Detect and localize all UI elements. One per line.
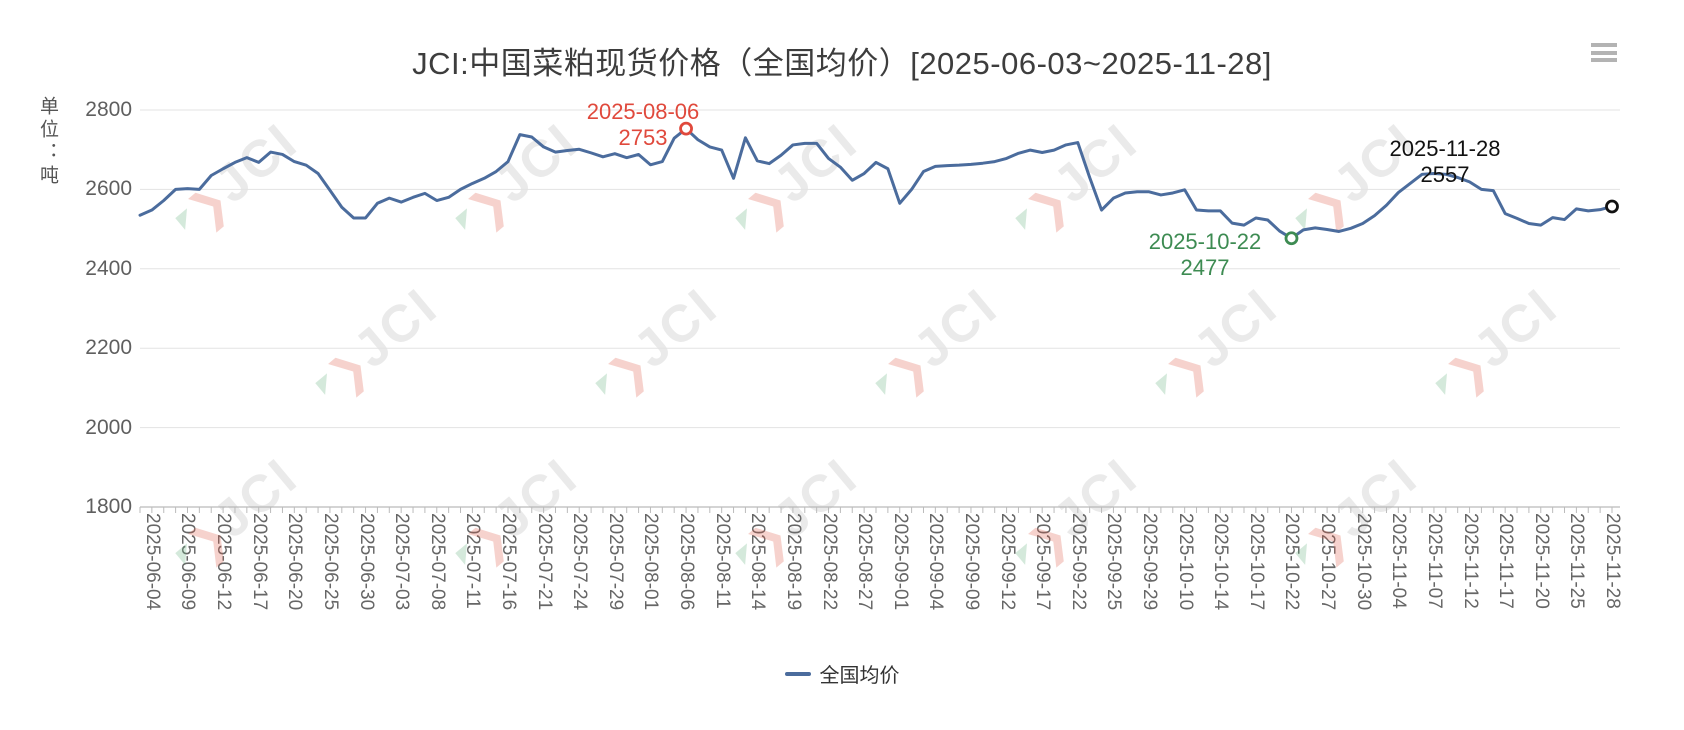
legend-item-national-average[interactable]: 全国均价 [784, 659, 900, 688]
hamburger-bar [1591, 50, 1617, 55]
max-point-value: 2753 [618, 125, 668, 150]
y-axis-tick-label: 2000 [85, 415, 132, 439]
max-point-marker[interactable] [679, 121, 693, 136]
y-axis-tick-label: 1800 [85, 495, 132, 518]
y-axis-unit-label: 单位：吨 [37, 96, 58, 188]
last-point-value: 2557 [1420, 162, 1470, 187]
y-axis-tick-label: 2400 [85, 256, 132, 280]
max-point-annotation: 2025-08-06 2753 [558, 99, 728, 151]
chart-title: JCI:中国菜粕现货价格（全国均价）[2025-06-03~2025-11-28… [412, 46, 1272, 81]
hamburger-bar [1591, 43, 1617, 47]
y-axis-tick-label: 2200 [85, 336, 132, 360]
price-line-series[interactable] [138, 127, 1614, 240]
max-point-date: 2025-08-06 [586, 99, 700, 124]
min-point-date: 2025-10-22 [1148, 229, 1262, 254]
min-point-annotation: 2025-10-22 2477 [1120, 229, 1290, 281]
legend-series-label: 全国均价 [819, 665, 900, 687]
hamburger-bar [1591, 58, 1617, 62]
min-point-marker[interactable] [1284, 231, 1299, 246]
chart-legend: 全国均价 [0, 659, 1684, 688]
min-point-value: 2477 [1180, 255, 1230, 280]
last-point-annotation: 2025-11-28 2557 [1360, 136, 1530, 188]
y-axis-tick-label: 2600 [85, 177, 132, 201]
hamburger-menu-icon[interactable] [1591, 43, 1617, 65]
last-point-date: 2025-11-28 [1389, 136, 1501, 161]
legend-line-marker [784, 671, 811, 676]
last-point-marker[interactable] [1605, 199, 1619, 214]
y-axis-tick-label: 2800 [85, 98, 132, 121]
